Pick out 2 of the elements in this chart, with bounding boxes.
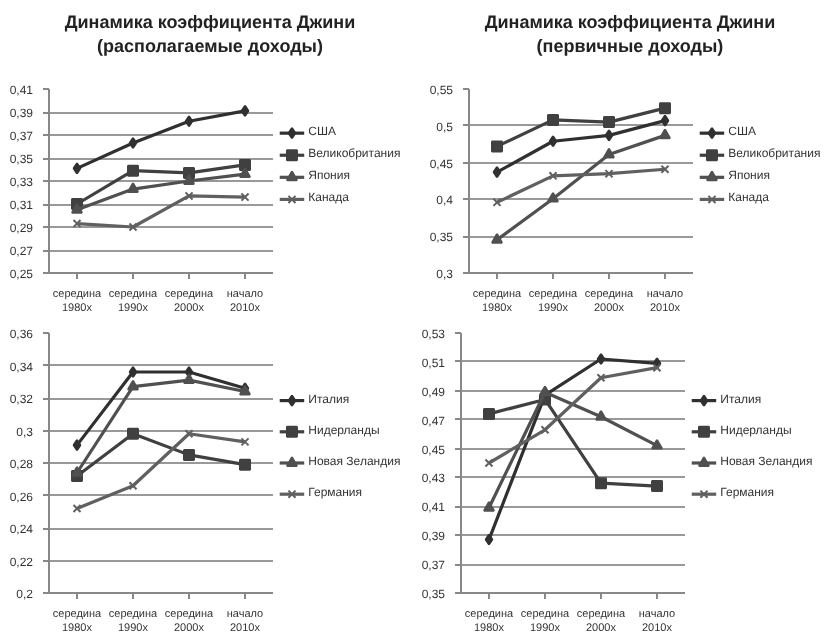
chart-title: Динамика коэффициента Джини (первичные доходы): [484, 10, 776, 58]
chart-title: Динамика коэффициента Джини (располагаемые доходы): [64, 10, 356, 58]
